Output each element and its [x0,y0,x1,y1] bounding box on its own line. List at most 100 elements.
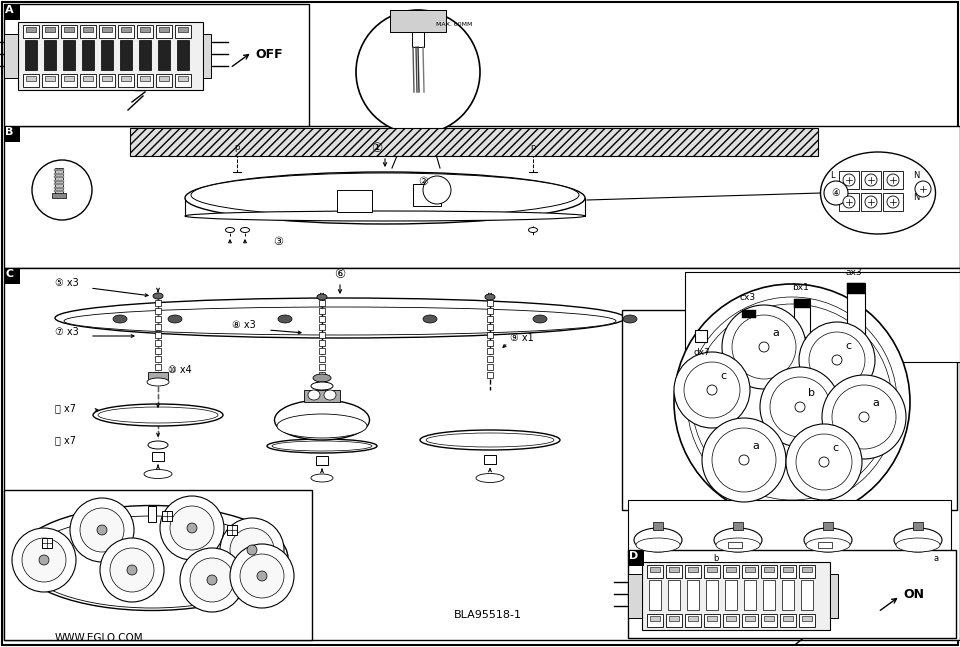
Text: L: L [830,171,834,180]
Bar [725,580,737,610]
Bar [487,356,493,362]
Circle shape [257,571,267,581]
Bar [412,32,424,47]
Bar [823,522,833,530]
Circle shape [423,176,451,204]
Circle shape [770,377,830,437]
Circle shape [799,322,875,398]
Bar [319,340,325,346]
Text: ⑦ x3: ⑦ x3 [55,327,79,337]
Text: L: L [830,193,834,202]
Text: ①: ① [372,142,383,155]
Ellipse shape [311,382,333,390]
Text: b: b [808,388,815,398]
Bar [861,171,881,189]
Circle shape [180,548,244,612]
Bar [707,616,717,621]
Circle shape [819,457,829,467]
Bar [913,522,923,530]
Bar [61,25,77,38]
Ellipse shape [93,404,223,426]
Bar [120,40,132,70]
Bar [745,567,755,572]
Bar [799,565,815,578]
Bar [26,76,36,81]
Ellipse shape [148,441,168,449]
Bar [764,616,774,621]
Circle shape [739,455,749,465]
Bar [695,330,707,342]
Text: N: N [913,193,920,202]
Bar [42,538,52,548]
Bar [155,348,161,354]
Bar [319,300,325,306]
Circle shape [795,402,805,412]
Bar [64,27,74,32]
Bar [669,567,679,572]
Ellipse shape [896,538,940,552]
Bar [4,268,20,284]
Ellipse shape [485,294,495,300]
Bar [487,316,493,322]
Ellipse shape [804,528,852,552]
Bar [155,316,161,322]
Bar [319,356,325,362]
Bar [802,616,812,621]
Bar [723,614,739,627]
Ellipse shape [636,538,680,552]
Bar [666,565,682,578]
Circle shape [674,284,910,520]
Ellipse shape [25,516,279,608]
Circle shape [687,297,897,507]
Text: B: B [5,127,13,137]
Text: ⑥: ⑥ [334,269,346,281]
Circle shape [220,518,284,582]
Circle shape [822,375,906,459]
Circle shape [684,362,740,418]
Ellipse shape [426,433,554,447]
Bar [487,324,493,330]
Bar [45,76,55,81]
Circle shape [39,555,49,565]
Ellipse shape [144,470,172,479]
Bar [54,183,64,185]
Bar [390,10,446,32]
Bar [155,340,161,346]
Bar [159,27,169,32]
Text: ⑧ x3: ⑧ x3 [232,320,255,330]
Bar [647,614,663,627]
Bar [783,616,793,621]
Bar [742,310,756,338]
Circle shape [674,352,750,428]
Bar [763,580,775,610]
Bar [178,27,188,32]
Bar [99,74,115,87]
Bar [83,76,93,81]
Circle shape [100,538,164,602]
Ellipse shape [185,172,585,224]
Circle shape [187,523,197,533]
Bar [42,25,58,38]
Bar [685,614,701,627]
Circle shape [707,385,717,395]
Bar [839,171,859,189]
Ellipse shape [64,307,616,335]
Bar [742,614,758,627]
Bar [319,372,325,378]
Text: D: D [629,551,638,561]
Bar [155,308,161,314]
Text: c: c [845,341,852,351]
Text: c: c [832,443,838,453]
Text: bx1: bx1 [792,283,809,292]
Bar [745,616,755,621]
Bar [54,173,64,175]
Bar [26,27,36,32]
Ellipse shape [529,228,538,232]
Bar [847,283,865,294]
Bar [782,580,794,610]
Bar [175,74,191,87]
Bar [487,348,493,354]
Bar [102,27,112,32]
Bar [723,565,739,578]
Circle shape [160,496,224,560]
